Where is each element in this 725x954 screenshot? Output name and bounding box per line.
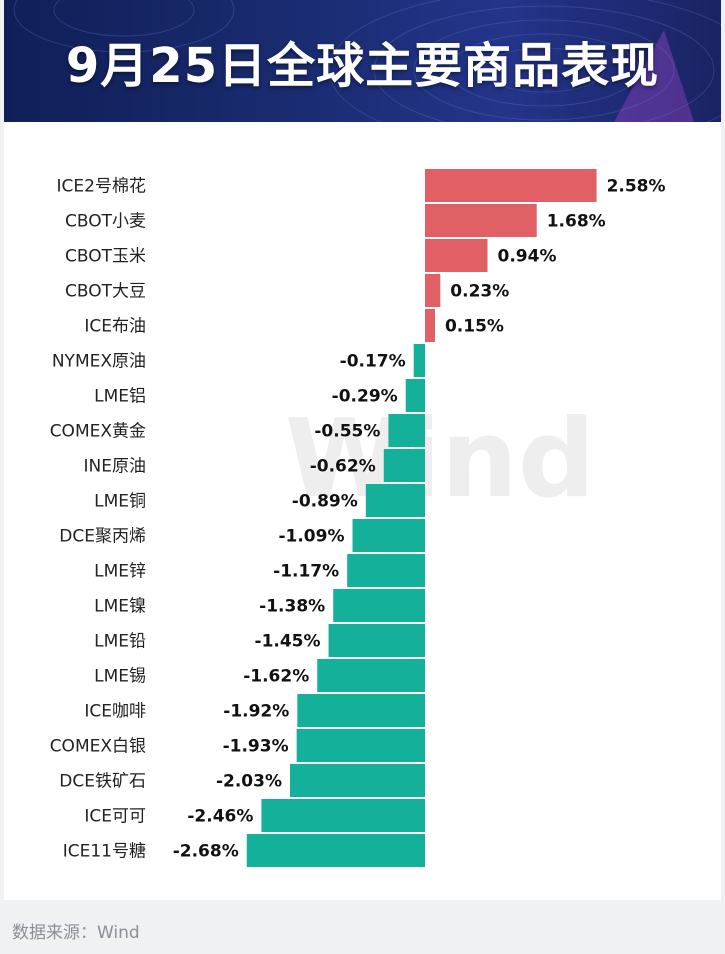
source-note: 数据来源：Wind [12, 923, 140, 943]
category-label: INE原油 [84, 457, 146, 477]
data-label: -2.03% [216, 772, 282, 792]
bar-chart: Wind ICE2号棉花 2.58% CBOT小麦 1.68% CBOT玉米 0.94% CB… [50, 169, 666, 867]
category-label: LME锡 [94, 667, 146, 687]
data-label: 0.15% [445, 317, 504, 337]
category-label: LME锌 [94, 562, 146, 582]
bar [328, 624, 425, 657]
bar [333, 589, 425, 622]
category-label: CBOT玉米 [65, 247, 146, 267]
category-label: LME铅 [94, 632, 146, 652]
bar [246, 834, 425, 867]
bar [425, 239, 488, 272]
bar [365, 484, 425, 517]
category-label: LME铝 [94, 387, 146, 407]
bar [413, 344, 425, 377]
bar [261, 799, 425, 832]
bar [425, 204, 537, 237]
bar [290, 764, 425, 797]
bar [425, 274, 441, 307]
category-label: NYMEX原油 [52, 352, 146, 372]
data-label: 1.68% [547, 212, 606, 232]
chart-card: Wind ICE2号棉花 2.58% CBOT小麦 1.68% CBOT玉米 0.94% CB… [4, 122, 721, 900]
data-label: -1.62% [243, 667, 309, 687]
bar [317, 659, 425, 692]
data-label: -1.93% [223, 737, 289, 757]
bar [352, 519, 425, 552]
page-title: 9月25日全球主要商品表现 [65, 38, 660, 94]
data-label: -2.46% [187, 807, 253, 827]
category-label: LME镍 [94, 597, 146, 617]
category-label: CBOT小麦 [65, 212, 146, 232]
data-label: -0.17% [340, 352, 406, 372]
data-label: 0.23% [450, 282, 509, 302]
bar [296, 729, 425, 762]
bar [388, 414, 425, 447]
data-label: -0.89% [292, 492, 358, 512]
bar [347, 554, 425, 587]
category-label: DCE铁矿石 [59, 772, 146, 792]
data-label: -0.29% [332, 387, 398, 407]
watermark: Wind [285, 397, 595, 522]
data-label: 2.58% [607, 177, 666, 197]
bar [383, 449, 425, 482]
data-label: -1.09% [278, 527, 344, 547]
data-label: -1.45% [255, 632, 321, 652]
banner-decoration [13, 0, 721, 122]
data-label: 0.94% [498, 247, 557, 267]
data-label: -0.62% [310, 457, 376, 477]
data-label: -1.92% [223, 702, 289, 722]
bar [297, 694, 425, 727]
category-label: ICE咖啡 [84, 702, 146, 722]
category-label: ICE可可 [84, 807, 146, 827]
category-label: COMEX黄金 [50, 422, 146, 442]
data-label: -2.68% [173, 842, 239, 862]
data-label: -1.38% [259, 597, 325, 617]
category-label: LME铜 [94, 492, 146, 512]
category-label: ICE布油 [84, 317, 146, 337]
data-label: -1.17% [273, 562, 339, 582]
category-label: COMEX白银 [50, 737, 146, 757]
bar [425, 169, 597, 202]
category-label: ICE11号糖 [63, 842, 146, 862]
category-label: DCE聚丙烯 [59, 527, 146, 547]
category-label: ICE2号棉花 [57, 177, 146, 197]
data-label: -0.55% [314, 422, 380, 442]
category-label: CBOT大豆 [65, 282, 146, 302]
title-banner: 9月25日全球主要商品表现 [4, 0, 721, 122]
bar [425, 309, 435, 342]
bar [405, 379, 425, 412]
